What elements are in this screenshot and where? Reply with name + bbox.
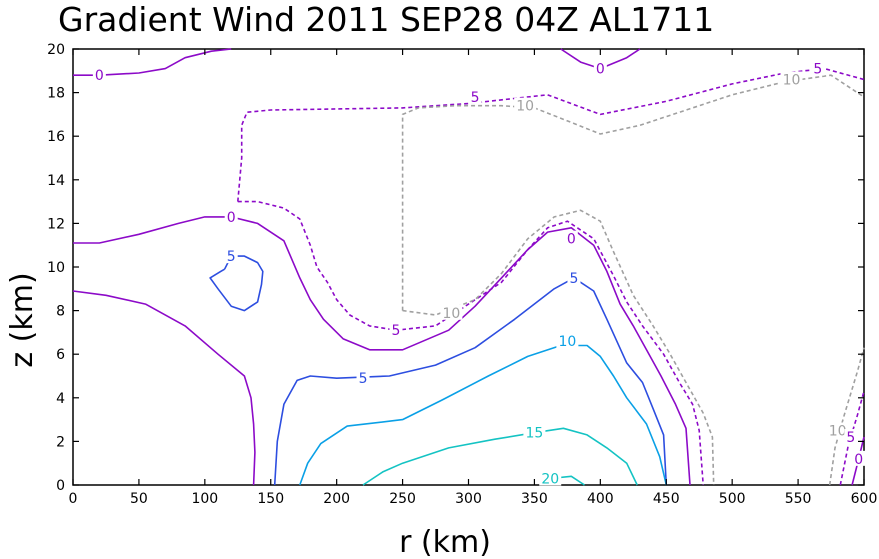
contour-label: 5 [227, 249, 236, 265]
contour-label-bg [468, 88, 482, 104]
contour-label: 10 [442, 306, 460, 322]
contour-label: 0 [854, 452, 863, 468]
contour-label-bg [224, 208, 238, 224]
contour-label-bg [567, 269, 581, 285]
x-tick-label: 250 [389, 491, 416, 507]
x-tick-label: 550 [785, 491, 812, 507]
contour-label-bg [826, 422, 849, 438]
contour-label: 0 [567, 232, 576, 248]
contour-label: 5 [813, 62, 822, 78]
y-tick-label: 16 [47, 129, 65, 145]
contour-label-bg [811, 60, 825, 76]
y-tick-label: 2 [56, 434, 65, 450]
contour-line-neg5 [237, 200, 704, 486]
y-axis: 0 2 4 6 8 10 12 14 16 18 20 [47, 42, 864, 494]
contour-line-neg10 [402, 209, 715, 486]
contour-line-10 [299, 344, 668, 486]
contour-label-bg [844, 429, 858, 445]
contour-label-bg [514, 97, 537, 113]
contour-line-5 [273, 277, 668, 486]
x-tick-label: 450 [653, 491, 680, 507]
contour-line-neg5 [839, 391, 865, 486]
plot-area [72, 48, 865, 486]
contour-label: 5 [359, 371, 368, 387]
x-axis-title: r (km) [399, 525, 491, 559]
y-axis-title: z (km) [5, 272, 40, 367]
contour-label-bg [780, 71, 803, 87]
y-tick-label: 6 [56, 347, 65, 363]
contour-label-bg [564, 230, 578, 246]
contour-label: 5 [846, 430, 855, 446]
contour-label: 10 [783, 73, 801, 89]
x-tick-label: 0 [69, 491, 78, 507]
contour-label: 10 [516, 99, 534, 115]
x-tick-label: 100 [191, 491, 218, 507]
contour-label-bg [523, 424, 546, 440]
y-tick-label: 0 [56, 478, 65, 494]
x-tick-label: 350 [521, 491, 548, 507]
contour-label-bg [440, 304, 463, 320]
contour-label-bg [556, 333, 579, 349]
contour-label: 5 [471, 90, 480, 106]
x-tick-label: 200 [323, 491, 350, 507]
contour-label-bg [92, 67, 106, 83]
chart-title: Gradient Wind 2011 SEP28 04Z AL1711 [58, 0, 714, 39]
y-tick-label: 8 [56, 304, 65, 320]
contour-label: 5 [570, 271, 579, 287]
contour-line-neg5 [237, 67, 865, 202]
y-tick-label: 4 [56, 391, 65, 407]
contour-label-bg [224, 248, 238, 264]
y-tick-label: 12 [47, 216, 65, 232]
contour-line-0 [72, 290, 256, 486]
x-tick-label: 600 [851, 491, 878, 507]
x-tick-label: 400 [587, 491, 614, 507]
x-tick-label: 300 [455, 491, 482, 507]
x-tick-label: 500 [719, 491, 746, 507]
contour-label: 0 [596, 62, 605, 78]
contour-label: 10 [829, 424, 847, 440]
y-tick-label: 10 [47, 260, 65, 276]
y-tick-label: 14 [47, 173, 65, 189]
x-tick-label: 150 [257, 491, 284, 507]
contour-label: 0 [227, 210, 236, 226]
contour-label: 5 [392, 323, 401, 339]
contour-label: 20 [541, 471, 559, 487]
contour-label-bg [593, 60, 607, 76]
contour-line-5 [209, 255, 264, 312]
y-tick-label: 18 [47, 86, 65, 102]
contour-label-bg [389, 322, 403, 338]
contour-line-0 [73, 216, 691, 486]
contour-label: 10 [558, 334, 576, 350]
contour-line-neg10 [401, 74, 865, 311]
x-axis: 0 50 100 150 200 250 300 350 400 450 500 550 600 [69, 49, 878, 507]
y-tick-label: 20 [47, 42, 65, 58]
contour-label: 0 [95, 68, 104, 84]
contour-line-neg10 [828, 347, 865, 486]
contour-label-bg [852, 450, 866, 466]
x-tick-label: 50 [130, 491, 148, 507]
contour-label: 15 [526, 426, 544, 442]
contour-label-bg [356, 370, 370, 386]
contour-label-bg [539, 470, 562, 486]
